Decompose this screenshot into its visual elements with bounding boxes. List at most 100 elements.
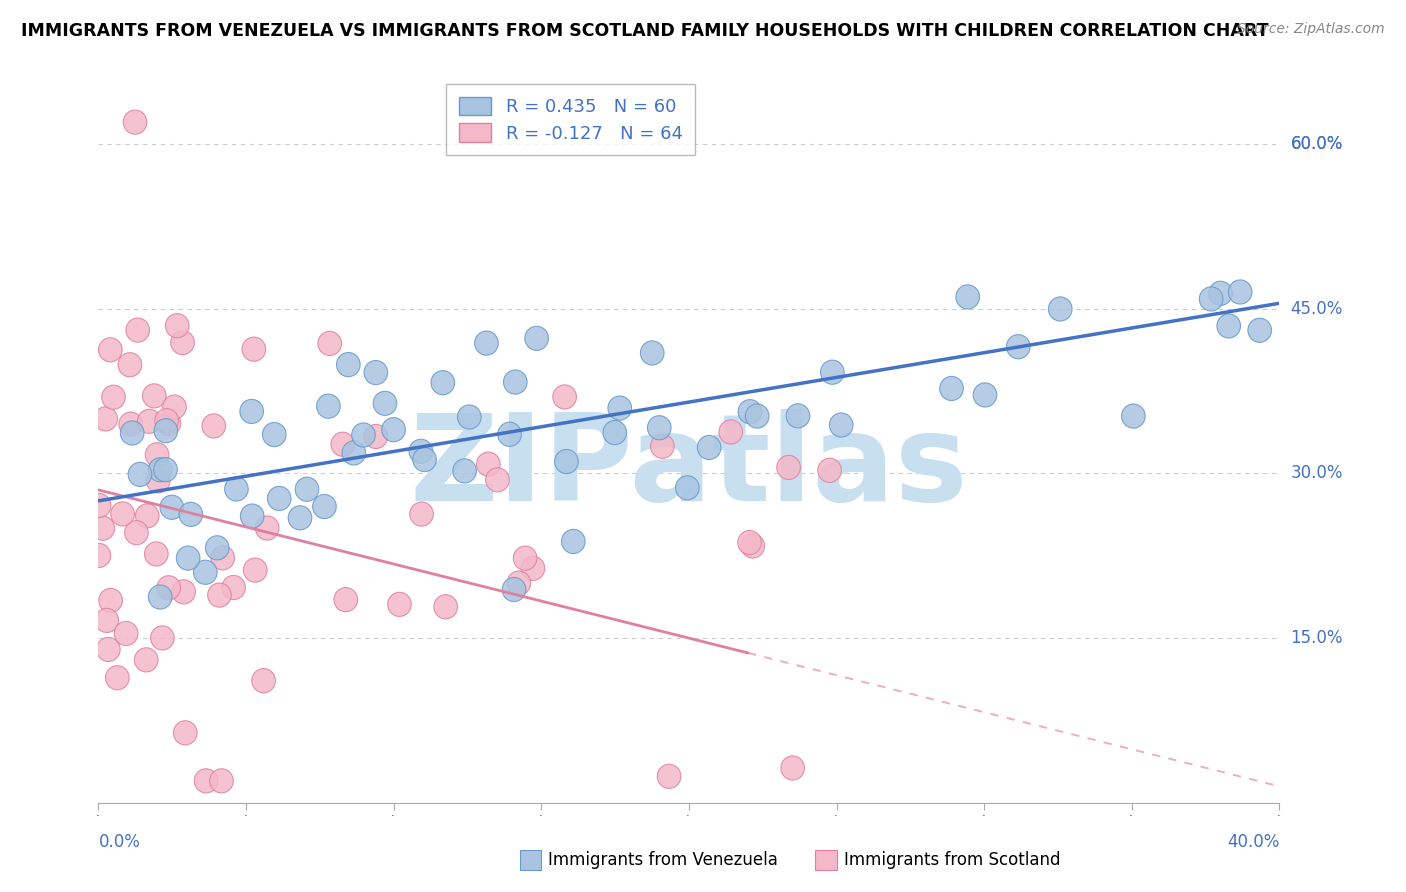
Ellipse shape: [1209, 281, 1233, 305]
Ellipse shape: [128, 462, 152, 486]
Text: 45.0%: 45.0%: [1291, 300, 1343, 318]
Ellipse shape: [288, 506, 312, 530]
Ellipse shape: [776, 455, 800, 480]
Ellipse shape: [697, 435, 721, 459]
Ellipse shape: [738, 531, 762, 555]
Text: 60.0%: 60.0%: [1291, 135, 1343, 153]
Ellipse shape: [240, 400, 263, 424]
Ellipse shape: [956, 285, 980, 309]
Ellipse shape: [125, 521, 148, 545]
Text: Source: ZipAtlas.com: Source: ZipAtlas.com: [1237, 22, 1385, 37]
Ellipse shape: [295, 477, 319, 501]
Text: Immigrants from Venezuela: Immigrants from Venezuela: [548, 851, 778, 869]
Ellipse shape: [243, 558, 267, 582]
Ellipse shape: [524, 326, 548, 351]
Ellipse shape: [1249, 318, 1271, 343]
Ellipse shape: [202, 414, 225, 438]
Ellipse shape: [382, 417, 405, 442]
Ellipse shape: [675, 475, 699, 500]
Ellipse shape: [160, 495, 184, 519]
Ellipse shape: [741, 534, 765, 558]
Ellipse shape: [208, 583, 231, 607]
Text: 60.0%: 60.0%: [1291, 135, 1343, 153]
Ellipse shape: [252, 669, 276, 693]
Ellipse shape: [640, 341, 664, 365]
Text: 40.0%: 40.0%: [1227, 833, 1279, 851]
Ellipse shape: [821, 360, 844, 384]
Ellipse shape: [153, 458, 177, 482]
Ellipse shape: [651, 434, 673, 458]
Ellipse shape: [101, 385, 125, 409]
Ellipse shape: [745, 404, 769, 428]
Ellipse shape: [330, 432, 354, 457]
Ellipse shape: [413, 448, 436, 472]
Ellipse shape: [607, 396, 631, 420]
Ellipse shape: [1199, 287, 1223, 311]
Ellipse shape: [163, 395, 186, 419]
Ellipse shape: [780, 756, 804, 780]
Ellipse shape: [316, 394, 340, 418]
Ellipse shape: [176, 546, 200, 570]
Ellipse shape: [149, 458, 172, 482]
Ellipse shape: [87, 543, 111, 567]
Ellipse shape: [145, 442, 169, 467]
Ellipse shape: [818, 458, 841, 483]
Ellipse shape: [256, 516, 278, 540]
Ellipse shape: [364, 425, 388, 449]
Ellipse shape: [155, 409, 179, 433]
Ellipse shape: [647, 416, 671, 440]
Ellipse shape: [194, 560, 217, 584]
Ellipse shape: [335, 588, 357, 612]
Ellipse shape: [118, 352, 142, 376]
Ellipse shape: [453, 458, 477, 483]
Ellipse shape: [522, 557, 544, 581]
Ellipse shape: [830, 413, 853, 437]
Ellipse shape: [111, 502, 135, 526]
Ellipse shape: [98, 589, 122, 613]
Ellipse shape: [475, 331, 498, 355]
Ellipse shape: [1049, 297, 1071, 321]
Ellipse shape: [209, 769, 233, 793]
Ellipse shape: [434, 595, 457, 619]
Ellipse shape: [121, 421, 143, 445]
Ellipse shape: [508, 571, 530, 595]
Ellipse shape: [94, 407, 118, 431]
Ellipse shape: [786, 404, 810, 428]
Ellipse shape: [553, 384, 576, 409]
Text: Immigrants from Scotland: Immigrants from Scotland: [844, 851, 1060, 869]
Ellipse shape: [242, 337, 266, 361]
Ellipse shape: [149, 585, 172, 609]
Ellipse shape: [373, 392, 396, 416]
Text: IMMIGRANTS FROM VENEZUELA VS IMMIGRANTS FROM SCOTLAND FAMILY HOUSEHOLDS WITH CHI: IMMIGRANTS FROM VENEZUELA VS IMMIGRANTS …: [21, 22, 1268, 40]
Ellipse shape: [263, 423, 285, 447]
Ellipse shape: [554, 450, 578, 474]
Ellipse shape: [513, 546, 537, 570]
Ellipse shape: [105, 665, 129, 690]
Text: 30.0%: 30.0%: [1291, 465, 1343, 483]
Ellipse shape: [91, 516, 115, 541]
Ellipse shape: [561, 529, 585, 554]
Ellipse shape: [352, 423, 375, 447]
Ellipse shape: [388, 592, 412, 616]
Ellipse shape: [364, 360, 388, 384]
Ellipse shape: [146, 468, 170, 493]
Ellipse shape: [194, 769, 218, 793]
Ellipse shape: [157, 411, 181, 435]
Ellipse shape: [657, 764, 681, 789]
Ellipse shape: [457, 405, 481, 429]
Ellipse shape: [485, 467, 509, 491]
Text: 15.0%: 15.0%: [1291, 629, 1343, 647]
Ellipse shape: [87, 493, 111, 517]
Ellipse shape: [179, 502, 202, 526]
Ellipse shape: [96, 608, 118, 632]
Ellipse shape: [173, 721, 197, 745]
Ellipse shape: [718, 420, 742, 444]
Ellipse shape: [157, 575, 180, 599]
Ellipse shape: [498, 422, 522, 446]
Legend: R = 0.435   N = 60, R = -0.127   N = 64: R = 0.435 N = 60, R = -0.127 N = 64: [446, 84, 696, 155]
Text: ZIPatlas: ZIPatlas: [409, 409, 969, 526]
Ellipse shape: [409, 439, 433, 463]
Ellipse shape: [172, 580, 195, 604]
Ellipse shape: [409, 502, 433, 526]
Ellipse shape: [1229, 280, 1251, 304]
